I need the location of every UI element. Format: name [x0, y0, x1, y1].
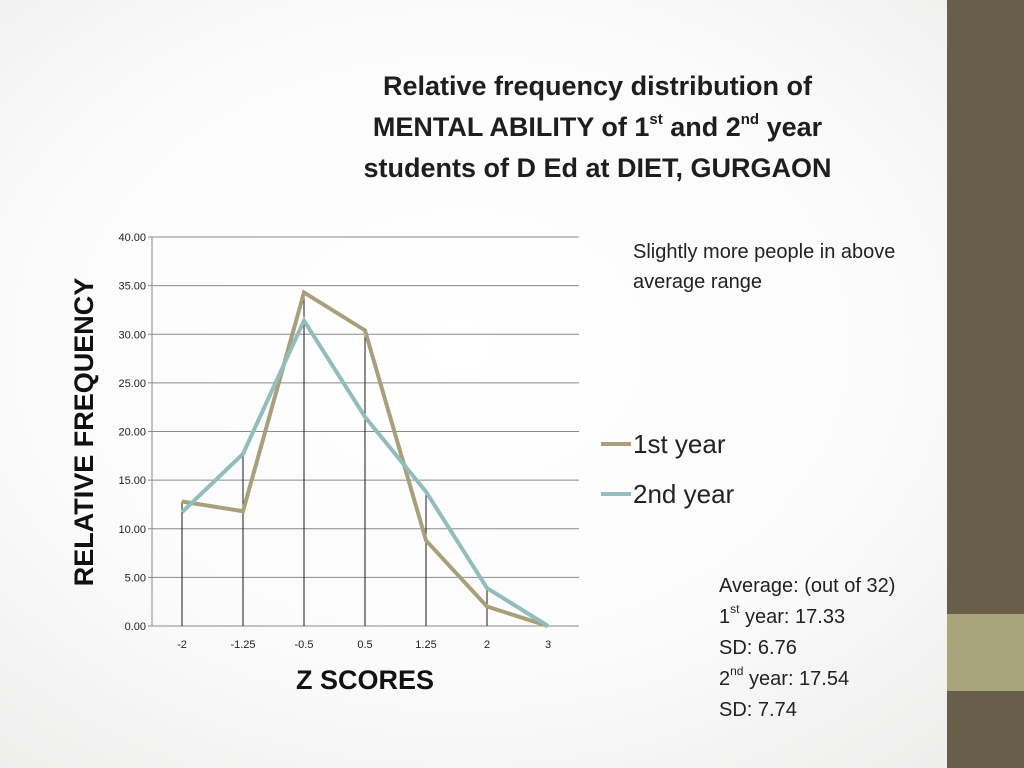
stats-second-sd: SD: 7.74: [719, 699, 797, 721]
y-tick-label: 20.00: [118, 427, 146, 439]
y-tick-label: 40.00: [118, 232, 146, 244]
slide-title: Relative frequency distribution of MENTA…: [320, 66, 875, 189]
title-line-2: MENTAL ABILITY of 1st and 2nd year: [372, 111, 823, 142]
legend: 1st year 2nd year: [601, 429, 735, 509]
series-line-1: [181, 289, 549, 628]
stats-heading: Average: (out of 32): [719, 575, 896, 597]
stats-first-year: 1st year: 17.33: [719, 602, 846, 628]
legend-label: 2nd year: [633, 479, 735, 509]
gridlines: [148, 236, 579, 627]
y-tick-label: 25.00: [118, 378, 146, 390]
x-tick-label: -0.5: [295, 639, 314, 651]
title-line-1: Relative frequency distribution of: [382, 71, 813, 101]
y-tick-label: 5.00: [125, 572, 146, 584]
x-tick-label: 1.25: [415, 639, 436, 651]
series-lines: [180, 289, 550, 628]
x-tick-label: 0.5: [357, 639, 372, 651]
y-axis-title: RELATIVE FREQUENCY: [69, 278, 99, 587]
side-accent-block: [947, 614, 1024, 691]
stats-box: Average: (out of 32) 1st year: 17.33 SD:…: [719, 571, 949, 726]
legend-label: 1st year: [633, 429, 726, 459]
y-tick-label: 15.00: [118, 475, 146, 487]
y-tick-label: 0.00: [125, 621, 146, 633]
y-tick-label: 30.00: [118, 329, 146, 341]
x-tick-label: -2: [177, 639, 187, 651]
stats-second-year: 2nd year: 17.54: [719, 664, 850, 690]
x-tick-label: 3: [545, 639, 551, 651]
x-tick-label: 2: [484, 639, 490, 651]
annotation-note: Slightly more people in above average ra…: [633, 241, 896, 293]
x-tick-label: -1.25: [230, 639, 255, 651]
stats-first-sd: SD: 6.76: [719, 637, 797, 659]
tick-labels: 0.00 5.00 10.00 15.00 20.00 25.00 30.00 35.00 40…: [118, 232, 551, 651]
drop-lines: [181, 292, 488, 626]
title-line-3: students of D Ed at DIET, GURGAON: [363, 153, 832, 183]
y-tick-label: 35.00: [118, 281, 146, 293]
x-axis-title: Z SCORES: [296, 665, 434, 695]
y-tick-label: 10.00: [118, 524, 146, 536]
series-line-2: [180, 316, 550, 628]
